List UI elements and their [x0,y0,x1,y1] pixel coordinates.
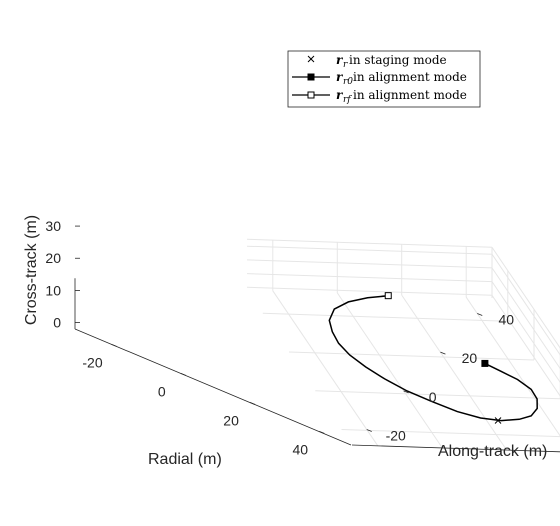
grid-line-y [465,296,560,437]
grid-lines [246,238,560,451]
x-tick-mark [111,344,117,347]
legend-symbol-3: r [336,88,344,102]
y-tick-label: -20 [386,428,406,444]
x-axis-line [74,328,352,446]
y-tick-label: 40 [499,312,515,328]
start-marker-filled-square [481,359,489,367]
y-tick-mark [366,429,372,432]
legend-sub-1: r [343,60,348,70]
y-tick-label: 20 [462,350,478,366]
z-tick-label: 0 [53,315,61,331]
box-edge [246,238,493,248]
legend-text-1: in staging mode [349,53,447,67]
grid-line-z [491,295,560,397]
grid-line-z [491,281,560,383]
grid-line-x [262,312,508,322]
x-tick-label: 40 [293,441,309,457]
x-tick-mark [180,373,186,376]
end-marker-open-square [384,292,392,300]
trajectory-series [328,294,538,422]
grid-line-z [246,259,493,269]
legend-text-2: in alignment mode [353,70,467,84]
y-tick-mark [440,351,446,355]
point-markers [384,292,502,424]
grid-line-z [246,273,493,283]
grid-line-z [246,286,493,296]
x-axis-label: Radial (m) [148,451,222,468]
y-axis-line [351,444,560,453]
staging-marker-cross [494,417,502,424]
z-tick-label: 30 [45,218,61,234]
x-tick-label: 0 [158,383,166,399]
grid-line-y [336,292,443,449]
x-tick-label: 20 [223,412,239,428]
grid-line-x [341,429,560,438]
legend-marker-cross [307,55,315,63]
grid-line-y [272,290,379,447]
legend-marker-filled-square [292,73,330,81]
z-tick-label: 20 [45,250,61,266]
x-tick-mark [319,431,325,434]
grid-line-x [315,390,560,400]
grid-line-y [401,294,508,451]
cross-stroke [494,417,502,424]
y-tick-label: 0 [429,389,437,405]
axes-box [74,225,560,453]
x-tick-label: -20 [82,354,102,370]
box-edge [491,247,560,349]
y-tick-mark [477,313,483,316]
legend-box [287,50,481,108]
legend-symbol-1: r [336,53,344,67]
tick-labels: -20 0 20 40 -20 0 20 40 0 10 20 30 [45,218,514,457]
legend: r r in staging mode r r0 in alignment mo… [287,50,481,108]
legend-marker-open-square [292,91,330,99]
legend-sub-2: r0 [343,77,353,87]
legend-sub-3: rf [343,95,352,105]
grid-line-z [491,267,560,370]
grid-line-z [246,245,493,255]
legend-symbol-2: r [336,70,344,84]
x-tick-mark [249,402,256,405]
grid-line-z [491,253,560,356]
legend-text-3: in alignment mode [353,88,467,102]
y-tick-mark [403,390,409,394]
y-axis-label: Along-track (m) [438,443,547,460]
z-tick-label: 10 [45,282,61,298]
trajectory-line [328,294,538,422]
z-axis-label: Cross-track (m) [23,215,40,325]
grid-line-x [288,351,535,361]
